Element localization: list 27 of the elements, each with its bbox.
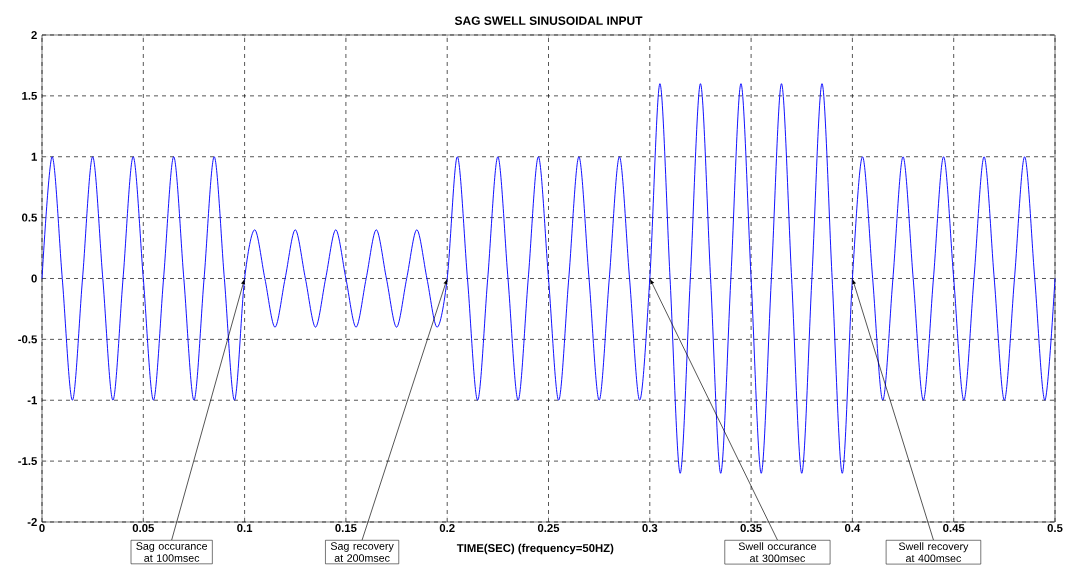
chart-title: SAG SWELL SINUSOIDAL INPUT bbox=[454, 16, 643, 25]
x-tick-label: 0.5 bbox=[1047, 524, 1063, 533]
y-tick-label: 1 bbox=[31, 152, 37, 161]
y-tick-label: -1.5 bbox=[18, 457, 37, 466]
annotation: Swell occurance at 300msec bbox=[738, 542, 817, 563]
x-tick-label: 0.3 bbox=[642, 524, 658, 533]
x-tick-label: 0.2 bbox=[439, 524, 455, 533]
x-tick-label: 0.4 bbox=[844, 524, 861, 533]
y-tick-label: -1 bbox=[27, 396, 37, 405]
y-tick-label: 2 bbox=[31, 31, 37, 39]
y-tick-label: 0 bbox=[31, 274, 37, 283]
x-tick-label: 0.1 bbox=[237, 524, 253, 533]
x-tick-label: 0.45 bbox=[943, 524, 965, 533]
annotation: Swell recovery at 400msec bbox=[898, 542, 969, 563]
x-tick-label: 0.15 bbox=[335, 524, 357, 533]
x-axis-title: TIME(SEC) (frequency=50HZ) bbox=[456, 543, 614, 555]
x-tick-label: 0.35 bbox=[740, 524, 762, 533]
y-tick-label: 0.5 bbox=[21, 213, 37, 222]
x-tick-label: 0.25 bbox=[537, 524, 560, 533]
line-series bbox=[41, 83, 1056, 474]
x-tick-label: 0.05 bbox=[132, 524, 155, 533]
y-tick-label: -0.5 bbox=[18, 335, 37, 344]
y-tick-label: -2 bbox=[27, 518, 37, 526]
annotation: Sag recovery at 200msec bbox=[330, 542, 394, 562]
y-tick-label: 1.5 bbox=[22, 91, 37, 100]
x-tick-label: 0 bbox=[39, 524, 45, 533]
annotation: Sag occurance at 100msec bbox=[136, 542, 208, 562]
